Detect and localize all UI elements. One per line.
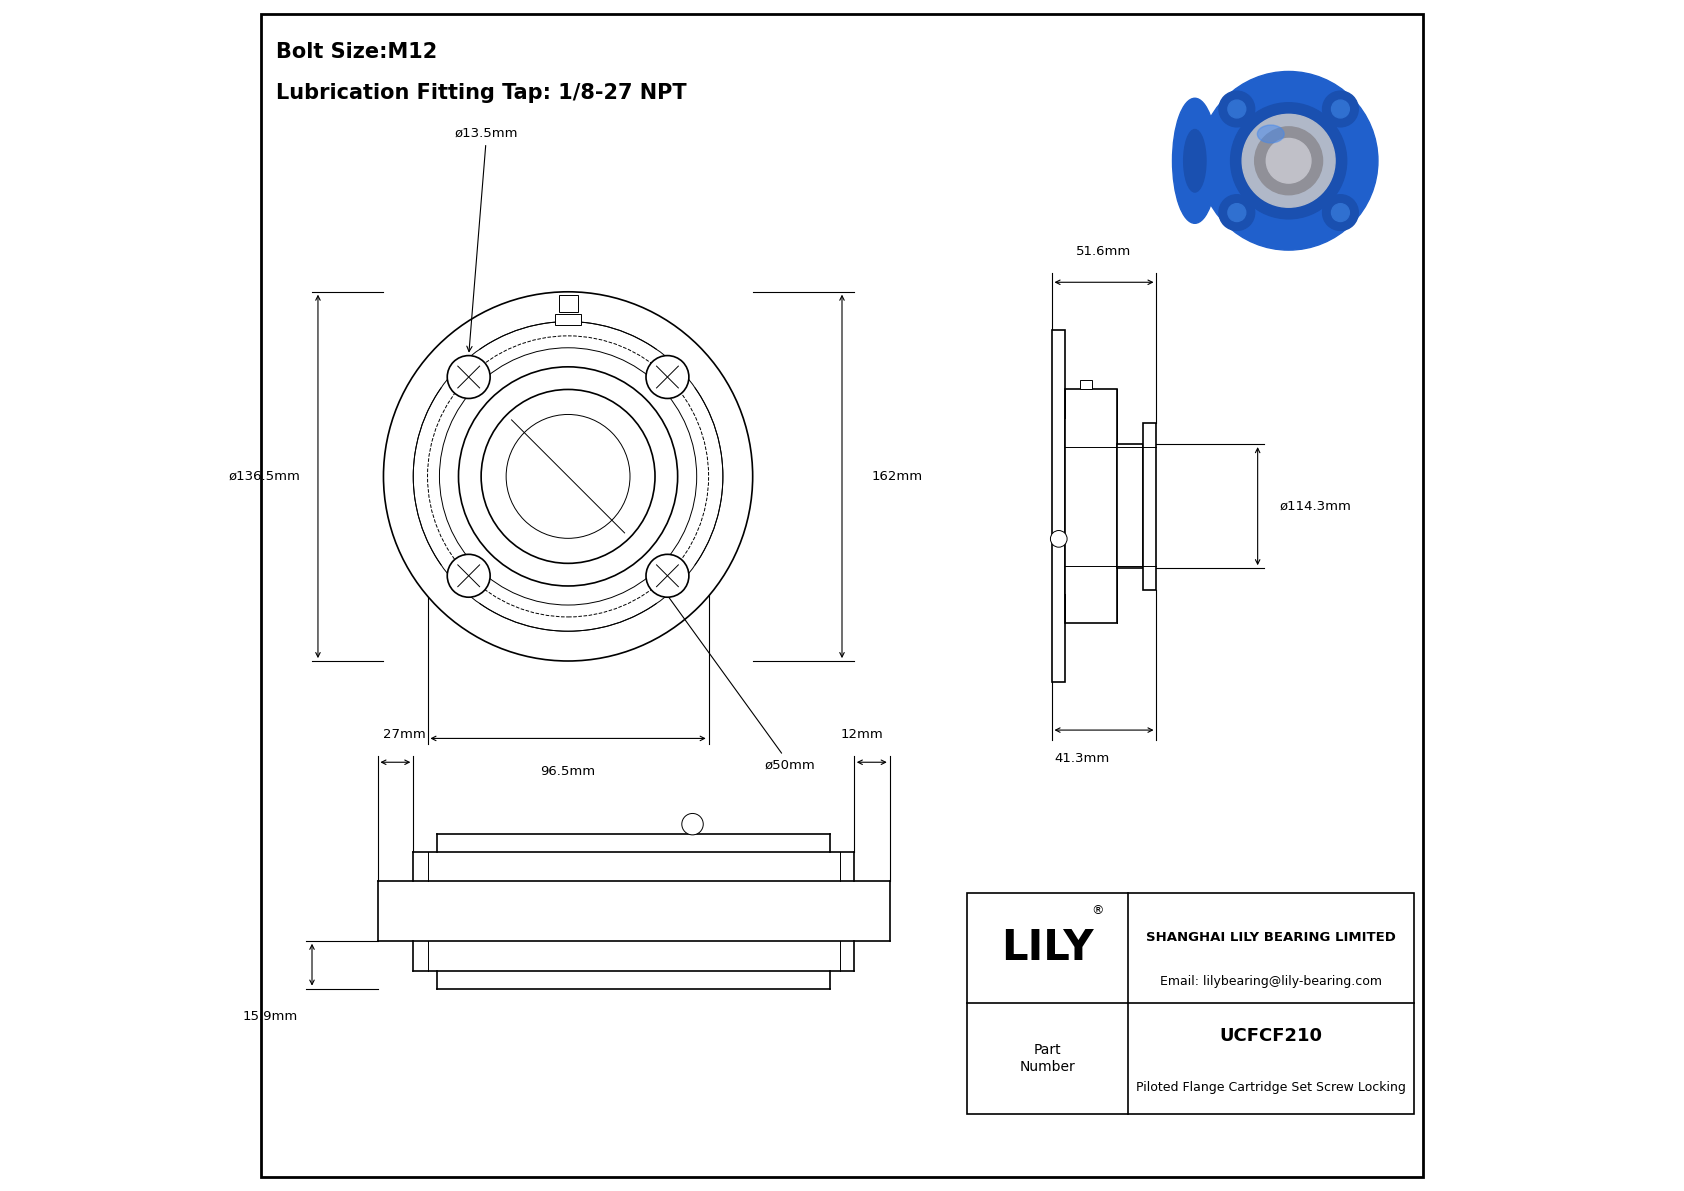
Circle shape xyxy=(413,322,722,631)
Ellipse shape xyxy=(1172,99,1218,224)
Text: 15.9mm: 15.9mm xyxy=(242,1010,298,1023)
Text: ø13.5mm: ø13.5mm xyxy=(455,127,519,351)
Circle shape xyxy=(647,356,689,399)
Circle shape xyxy=(1231,102,1347,219)
Circle shape xyxy=(1199,71,1378,250)
Circle shape xyxy=(1219,92,1255,127)
Text: 12mm: 12mm xyxy=(840,728,884,741)
Circle shape xyxy=(1266,138,1310,183)
Circle shape xyxy=(458,367,677,586)
Circle shape xyxy=(1255,127,1322,195)
Text: Email: lilybearing@lily-bearing.com: Email: lilybearing@lily-bearing.com xyxy=(1160,975,1383,987)
Circle shape xyxy=(1228,204,1246,222)
Bar xyxy=(967,893,1413,1114)
Circle shape xyxy=(482,389,655,563)
Circle shape xyxy=(448,554,490,597)
Circle shape xyxy=(682,813,704,835)
Bar xyxy=(1081,380,1093,389)
Bar xyxy=(1051,330,1064,682)
Text: Lubrication Fitting Tap: 1/8-27 NPT: Lubrication Fitting Tap: 1/8-27 NPT xyxy=(276,83,687,104)
Bar xyxy=(559,295,578,312)
Bar xyxy=(556,313,581,325)
Circle shape xyxy=(1228,100,1246,118)
Circle shape xyxy=(440,348,697,605)
Circle shape xyxy=(1219,194,1255,230)
Bar xyxy=(1116,444,1143,568)
Text: SHANGHAI LILY BEARING LIMITED: SHANGHAI LILY BEARING LIMITED xyxy=(1145,931,1396,943)
Text: ø50mm: ø50mm xyxy=(618,528,815,772)
Text: ®: ® xyxy=(1091,904,1103,917)
Circle shape xyxy=(384,292,753,661)
Text: LILY: LILY xyxy=(1002,928,1093,969)
Circle shape xyxy=(647,554,689,597)
Text: ø136.5mm: ø136.5mm xyxy=(229,470,300,482)
Circle shape xyxy=(448,356,490,399)
Text: ø114.3mm: ø114.3mm xyxy=(1280,500,1351,512)
Text: 27mm: 27mm xyxy=(384,728,426,741)
Ellipse shape xyxy=(1258,125,1285,143)
Text: 51.6mm: 51.6mm xyxy=(1076,245,1132,258)
Circle shape xyxy=(1332,204,1349,222)
Circle shape xyxy=(1322,194,1359,230)
Circle shape xyxy=(1051,530,1068,547)
Text: Bolt Size:M12: Bolt Size:M12 xyxy=(276,42,438,62)
Ellipse shape xyxy=(1184,130,1206,192)
Text: 96.5mm: 96.5mm xyxy=(541,765,596,778)
Text: Piloted Flange Cartridge Set Screw Locking: Piloted Flange Cartridge Set Screw Locki… xyxy=(1135,1080,1406,1093)
Circle shape xyxy=(1322,92,1359,127)
Bar xyxy=(1143,423,1157,590)
Text: UCFCF210: UCFCF210 xyxy=(1219,1028,1322,1046)
Text: Part
Number: Part Number xyxy=(1019,1043,1076,1073)
Circle shape xyxy=(1243,114,1335,207)
Text: 41.3mm: 41.3mm xyxy=(1054,752,1110,765)
Circle shape xyxy=(1332,100,1349,118)
Text: 162mm: 162mm xyxy=(872,470,923,482)
Bar xyxy=(1064,389,1116,623)
Circle shape xyxy=(507,414,630,538)
